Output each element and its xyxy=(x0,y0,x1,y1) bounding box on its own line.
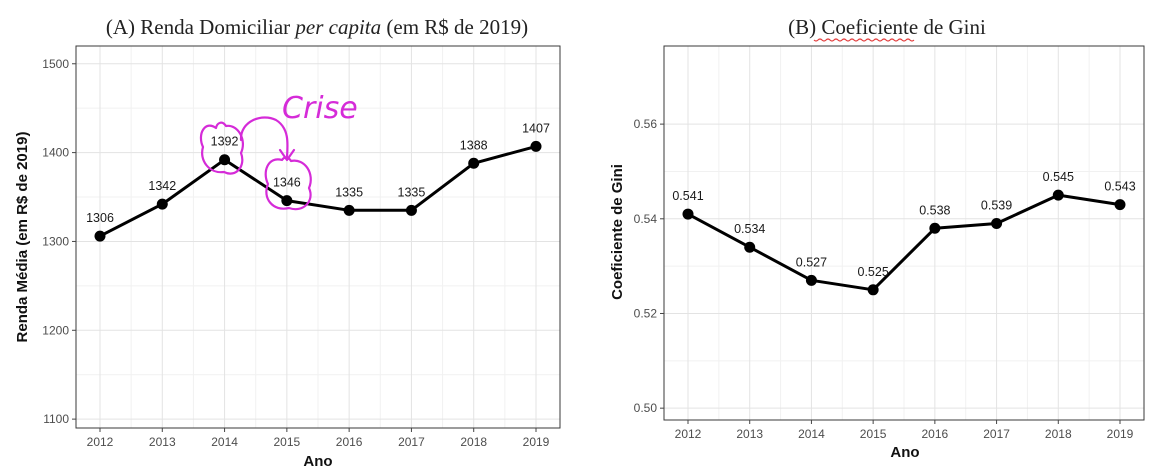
panel-a-x-axis-title: Ano xyxy=(303,453,332,470)
data-point xyxy=(468,157,480,169)
data-point xyxy=(744,241,756,253)
data-label: 0.539 xyxy=(981,199,1012,213)
data-label: 1392 xyxy=(211,135,239,149)
panel-a-plot-frame xyxy=(75,45,561,429)
panel-b-x-axis-title: Ano xyxy=(890,444,919,461)
x-tick-label: 2015 xyxy=(274,435,301,449)
data-point xyxy=(1114,199,1126,211)
data-point xyxy=(867,284,879,296)
y-tick-label: 1500 xyxy=(42,57,69,71)
panel-b-y-ticks: 0.50 0.52 0.54 0.56 xyxy=(634,117,664,415)
panel-b-plot-frame xyxy=(663,45,1145,421)
data-label: 1306 xyxy=(86,211,114,225)
crise-annotation: Crise xyxy=(199,91,358,211)
data-point xyxy=(929,222,941,234)
data-label: 1335 xyxy=(398,185,426,199)
panel-b-chart: 0.500.520.540.56 2012 2013 2014 2015 2016 201… xyxy=(609,45,1145,461)
panel-a-title: (A) Renda Domiciliar per capita (em R$ d… xyxy=(106,15,528,39)
panel-a-title-suffix: (em R$ de 2019) xyxy=(381,15,528,39)
panel-a-title-prefix: (A) Renda Domiciliar xyxy=(106,15,296,39)
y-tick-label: 0.50 xyxy=(634,401,658,415)
data-label: 0.527 xyxy=(796,255,827,269)
x-tick-label: 2018 xyxy=(1045,427,1072,441)
x-tick-label: 2012 xyxy=(675,427,702,441)
panel-b-data-labels: 0.541 0.534 0.527 0.525 0.538 0.539 0.545 0.543 xyxy=(672,170,1135,279)
data-label: 0.541 xyxy=(672,189,703,203)
circle-1392 xyxy=(199,121,244,175)
data-label: 0.543 xyxy=(1104,180,1135,194)
x-tick-label: 2014 xyxy=(798,427,825,441)
data-label: 1388 xyxy=(460,138,488,152)
panel-a-y-axis-title: Renda Média (em R$ de 2019) xyxy=(14,132,31,343)
y-tick-label: 1200 xyxy=(42,323,69,337)
data-point xyxy=(281,195,293,207)
data-point xyxy=(219,154,231,166)
x-tick-label: 2013 xyxy=(149,435,176,449)
data-label: 0.525 xyxy=(858,265,889,279)
crise-text: Crise xyxy=(282,91,358,126)
panel-b-x-ticks: 2012 2013 2014 2015 2016 2017 2018 2019 xyxy=(675,420,1134,441)
data-point xyxy=(805,274,817,286)
panel-b-series-line xyxy=(687,193,1121,292)
data-point xyxy=(343,204,355,216)
circle-1346 xyxy=(264,156,312,211)
x-tick-label: 2016 xyxy=(922,427,949,441)
y-tick-label: 0.54 xyxy=(634,212,658,226)
x-tick-label: 2019 xyxy=(523,435,550,449)
x-tick-label: 2014 xyxy=(211,435,238,449)
data-point xyxy=(991,218,1003,230)
arrow-curve xyxy=(239,116,289,159)
data-label: 1346 xyxy=(273,176,301,190)
x-tick-label: 2015 xyxy=(860,427,887,441)
data-point xyxy=(94,230,106,242)
x-tick-label: 2012 xyxy=(87,435,114,449)
data-label: 0.538 xyxy=(919,203,950,217)
x-tick-label: 2013 xyxy=(736,427,763,441)
panel-a-gridlines xyxy=(76,46,560,428)
x-tick-label: 2016 xyxy=(336,435,363,449)
panel-a-data-labels: 1306 1342 1392 1346 1335 1335 1388 1407 xyxy=(86,121,550,225)
y-tick-label: 0.52 xyxy=(634,306,658,320)
data-label: 1407 xyxy=(522,121,550,135)
y-tick-label: 1100 xyxy=(43,412,69,426)
x-tick-label: 2019 xyxy=(1107,427,1134,441)
data-point xyxy=(682,208,694,220)
y-tick-label: 0.56 xyxy=(634,117,658,131)
panel-a-series-line xyxy=(99,144,537,238)
spellcheck-squiggle xyxy=(813,38,915,42)
panel-b-gridlines xyxy=(664,46,1144,420)
x-tick-label: 2017 xyxy=(983,427,1010,441)
panel-b-title: (B) Coeficiente de Gini xyxy=(788,15,986,39)
panel-b-title-suffix: de Gini xyxy=(918,15,986,39)
panel-b-y-axis-title: Coeficiente de Gini xyxy=(609,164,626,300)
x-tick-label: 2017 xyxy=(398,435,425,449)
panel-b-title-main: Coeficiente xyxy=(821,15,918,39)
panel-b-points xyxy=(682,189,1126,296)
panel-b-title-prefix: (B) xyxy=(788,15,821,39)
data-point xyxy=(530,140,542,152)
data-label: 1335 xyxy=(335,185,363,199)
data-label: 1342 xyxy=(148,179,176,193)
x-tick-label: 2018 xyxy=(460,435,487,449)
data-label: 0.534 xyxy=(734,222,765,236)
data-point xyxy=(1052,189,1064,201)
panel-a-y-ticks: 1100 1200 1300 1400 1500 xyxy=(42,57,76,426)
data-label: 0.545 xyxy=(1043,170,1074,184)
panel-a-points xyxy=(94,140,542,242)
data-point xyxy=(156,198,168,210)
arrow-head-icon xyxy=(278,148,296,162)
panel-a-x-ticks: 2012 2013 2014 2015 2016 2017 2018 2019 xyxy=(87,428,550,449)
panel-a-title-italic: per capita xyxy=(293,15,381,39)
y-tick-label: 1300 xyxy=(42,234,69,248)
y-tick-label: 1400 xyxy=(42,146,69,160)
data-point xyxy=(405,204,417,216)
